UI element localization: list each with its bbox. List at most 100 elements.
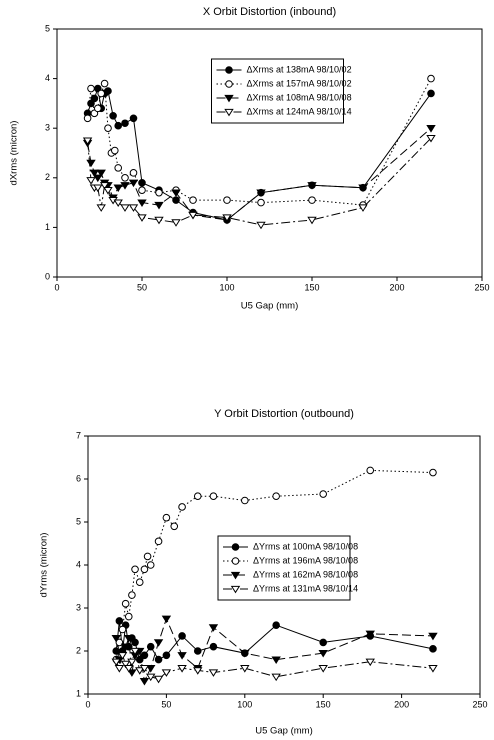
legend-marker bbox=[230, 585, 241, 594]
marker bbox=[121, 174, 129, 182]
marker bbox=[139, 665, 150, 673]
marker bbox=[427, 74, 435, 83]
marker bbox=[128, 204, 139, 212]
marker bbox=[307, 182, 317, 190]
marker bbox=[161, 669, 172, 677]
marker bbox=[240, 649, 250, 658]
y-tick-label: 5 bbox=[76, 516, 81, 526]
marker bbox=[114, 164, 122, 172]
marker bbox=[222, 214, 232, 222]
marker bbox=[121, 599, 130, 608]
marker bbox=[170, 522, 179, 531]
marker bbox=[104, 87, 112, 95]
marker bbox=[111, 146, 119, 155]
marker bbox=[172, 196, 180, 204]
y-tick-label: 1 bbox=[76, 688, 81, 698]
marker bbox=[177, 665, 187, 673]
marker bbox=[86, 177, 96, 185]
marker bbox=[83, 114, 92, 123]
marker bbox=[171, 219, 181, 227]
marker bbox=[124, 612, 133, 621]
legend: ΔYrms at 100mA 98/10/08 ΔYrms at 196mA 98… bbox=[217, 535, 358, 601]
marker bbox=[189, 196, 197, 204]
legend-marker bbox=[224, 94, 234, 103]
marker bbox=[162, 513, 171, 522]
marker bbox=[208, 669, 219, 677]
marker bbox=[99, 182, 110, 190]
y-tick-label: 6 bbox=[76, 473, 81, 483]
marker bbox=[87, 84, 95, 93]
marker bbox=[426, 134, 436, 143]
marker bbox=[96, 169, 106, 178]
series-line bbox=[115, 617, 433, 683]
marker bbox=[308, 196, 316, 204]
legend-marker bbox=[225, 66, 233, 74]
marker bbox=[366, 466, 375, 475]
marker bbox=[155, 188, 163, 197]
marker bbox=[120, 204, 130, 212]
marker bbox=[131, 638, 139, 647]
marker bbox=[139, 677, 150, 686]
x-tick-label: 150 bbox=[316, 699, 331, 709]
legend-marker bbox=[231, 557, 240, 565]
x-axis-label: U5 Gap (mm) bbox=[241, 301, 299, 312]
marker bbox=[104, 124, 112, 132]
legend-text: ΔYrms at 100mA 98/10/08 bbox=[253, 541, 358, 551]
marker bbox=[124, 634, 134, 643]
marker bbox=[120, 182, 130, 190]
y-tick-label: 2 bbox=[45, 172, 50, 182]
marker bbox=[120, 643, 131, 652]
marker bbox=[271, 673, 281, 682]
marker bbox=[135, 578, 144, 587]
marker bbox=[120, 660, 131, 669]
y-tick-label: 7 bbox=[76, 430, 81, 440]
marker bbox=[118, 625, 127, 634]
marker bbox=[128, 591, 136, 599]
x-axis-label: U5 Gap (mm) bbox=[255, 726, 313, 737]
marker bbox=[135, 655, 144, 664]
panel: Y Orbit Distortion (outbound) 0 50 100 150 20… bbox=[39, 408, 488, 737]
legend-text: ΔXrms at 124mA 98/10/14 bbox=[247, 106, 352, 116]
marker bbox=[154, 655, 163, 664]
marker bbox=[240, 665, 250, 673]
marker bbox=[100, 79, 109, 88]
chart-title: X Orbit Distortion (inbound) bbox=[203, 6, 336, 18]
marker bbox=[128, 179, 139, 188]
marker bbox=[113, 184, 123, 193]
marker bbox=[193, 647, 202, 655]
marker bbox=[427, 89, 435, 98]
marker bbox=[241, 496, 249, 505]
marker bbox=[428, 632, 438, 641]
marker bbox=[114, 121, 122, 130]
series-line bbox=[87, 127, 432, 221]
y-axis-label: dYrms (micron) bbox=[39, 533, 50, 598]
x-tick-label: 250 bbox=[472, 699, 487, 709]
marker bbox=[208, 624, 219, 632]
marker bbox=[154, 216, 164, 225]
x-tick-label: 50 bbox=[137, 282, 147, 292]
series-line bbox=[115, 469, 433, 660]
y-tick-label: 0 bbox=[45, 271, 50, 281]
legend-marker bbox=[225, 80, 233, 88]
panel: X Orbit Distortion (inbound)0 50 100 150 200… bbox=[9, 6, 490, 312]
marker bbox=[114, 665, 125, 673]
marker bbox=[209, 642, 218, 651]
plot-frame bbox=[56, 28, 483, 278]
marker bbox=[178, 503, 186, 511]
marker bbox=[193, 492, 202, 501]
chart-title: Y Orbit Distortion (outbound) bbox=[214, 408, 354, 420]
y-tick-label: 5 bbox=[45, 23, 50, 33]
marker bbox=[319, 490, 328, 498]
marker bbox=[162, 651, 171, 660]
x-tick-label: 200 bbox=[389, 282, 404, 292]
marker bbox=[129, 169, 138, 177]
marker bbox=[127, 658, 137, 667]
marker bbox=[124, 665, 134, 673]
marker bbox=[271, 656, 281, 664]
marker bbox=[143, 552, 152, 561]
marker bbox=[429, 468, 437, 477]
legend-text: ΔYrms at 196mA 98/10/08 bbox=[253, 555, 358, 565]
marker bbox=[94, 104, 102, 113]
x-tick-label: 0 bbox=[85, 699, 90, 709]
